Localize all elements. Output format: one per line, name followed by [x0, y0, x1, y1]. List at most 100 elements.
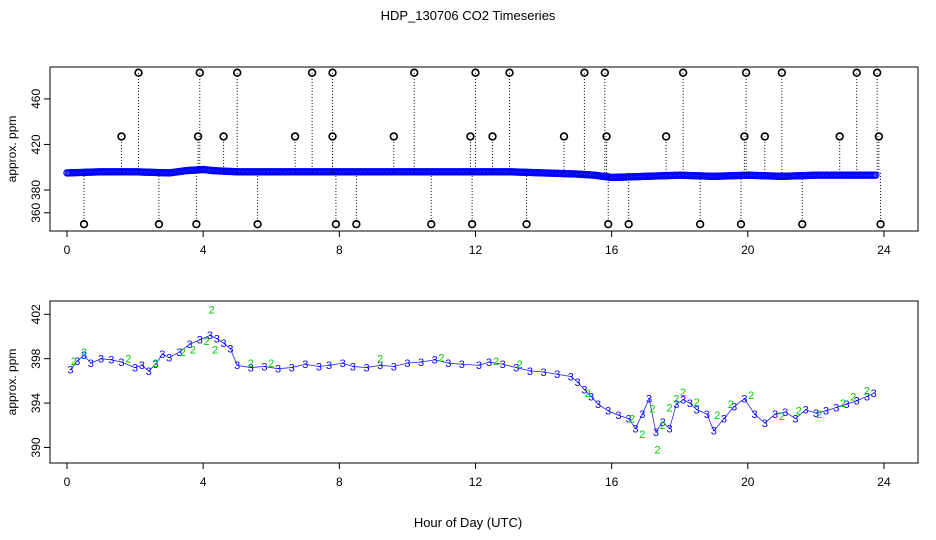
data-point-2: 2	[517, 359, 523, 371]
data-point-2: 2	[585, 388, 591, 400]
data-point-3: 3	[275, 364, 281, 376]
x-tick-label: 0	[64, 475, 71, 489]
y-tick-label: 394	[29, 393, 43, 413]
data-point-2: 2	[694, 397, 700, 409]
data-point-3: 3	[261, 361, 267, 373]
spike-point	[872, 68, 882, 77]
data-point-2: 2	[212, 345, 218, 357]
top-panel: 0 4 8 12 16 20 24 360 380 420 460 approx. ppm	[5, 66, 919, 257]
data-point-3: 3	[752, 409, 758, 421]
spike-point	[777, 68, 787, 77]
spike-point	[79, 219, 89, 229]
data-point-3: 3	[864, 391, 870, 403]
data-point-2: 2	[81, 347, 87, 359]
data-point-2: 2	[204, 336, 210, 348]
x-tick-label: 4	[200, 475, 207, 489]
y-tick-label: 390	[29, 437, 43, 457]
x-tick-label: 16	[605, 475, 619, 489]
data-point-2: 2	[248, 358, 254, 370]
data-point-3: 3	[615, 410, 621, 422]
x-tick-label: 24	[877, 243, 891, 257]
data-point-3: 3	[843, 399, 849, 411]
spike-point	[253, 219, 262, 229]
data-point-3: 3	[316, 361, 322, 373]
x-tick-label: 12	[469, 243, 483, 257]
spike-point	[331, 219, 341, 229]
x-tick-label: 20	[741, 243, 755, 257]
data-point-2: 2	[190, 345, 196, 357]
data-point-2: 2	[748, 390, 754, 402]
data-point-3: 3	[98, 354, 104, 366]
data-point-3: 3	[782, 407, 788, 419]
y-tick-label: 420	[29, 134, 43, 154]
data-point-2: 2	[377, 354, 383, 366]
data-point-2: 2	[152, 358, 158, 370]
data-point-2: 2	[796, 406, 802, 418]
y-axis-label: approx. ppm	[5, 116, 19, 183]
spike-point	[600, 68, 610, 77]
data-point-3: 3	[159, 349, 165, 361]
x-tick-label: 16	[605, 243, 619, 257]
data-point-2: 2	[209, 305, 215, 317]
data-point-3: 3	[687, 398, 693, 410]
data-point-3: 3	[350, 361, 356, 373]
spike-point	[741, 68, 751, 77]
data-point-3: 3	[823, 406, 829, 418]
spike-point	[835, 132, 844, 141]
data-point-3: 3	[221, 338, 227, 350]
data-point-3: 3	[813, 408, 819, 420]
spike-point	[427, 219, 436, 229]
data-point-3: 3	[302, 359, 308, 371]
spike-point	[233, 68, 242, 77]
data-point-3: 3	[575, 377, 581, 389]
spike-point	[559, 132, 569, 141]
x-tick-label: 8	[336, 243, 343, 257]
data-point-3: 3	[108, 355, 114, 367]
data-point-2: 2	[180, 347, 186, 359]
data-point-3: 3	[476, 360, 482, 372]
data-point-3: 3	[588, 391, 594, 403]
x-tick-label: 20	[741, 475, 755, 489]
spike-point	[760, 132, 770, 141]
spike-point	[193, 132, 203, 141]
baseline-point	[872, 171, 880, 179]
x-tick-label: 0	[64, 243, 71, 257]
data-point-3: 3	[404, 358, 410, 370]
plot-frame	[49, 66, 919, 232]
data-point-3: 3	[391, 361, 397, 373]
data-point-3: 3	[486, 357, 492, 369]
spike-point	[488, 132, 497, 141]
spike-point	[852, 68, 861, 77]
spike-point	[580, 68, 589, 77]
spike-point	[410, 68, 419, 77]
data-point-3: 3	[340, 358, 346, 370]
data-point-3: 3	[762, 418, 768, 430]
data-point-2: 2	[666, 402, 672, 414]
y-tick-label: 402	[29, 304, 43, 324]
data-point-2: 2	[680, 387, 686, 399]
data-point-3: 3	[166, 352, 172, 364]
data-point-2: 2	[850, 391, 856, 403]
data-point-3: 3	[554, 369, 560, 381]
data-point-3: 3	[711, 426, 717, 438]
data-point-3: 3	[803, 405, 809, 417]
data-point-3: 3	[673, 399, 679, 411]
spike-point	[736, 219, 746, 229]
data-point-3: 3	[432, 355, 438, 367]
data-point-2: 2	[816, 409, 822, 421]
data-point-3: 3	[377, 360, 383, 372]
data-point-3: 3	[605, 406, 611, 418]
data-point-2: 2	[660, 420, 666, 432]
data-point-3: 3	[74, 356, 80, 368]
data-point-2: 2	[268, 358, 274, 370]
data-point-3: 3	[364, 362, 370, 374]
data-point-2: 2	[655, 445, 661, 457]
data-point-2: 2	[673, 393, 679, 405]
x-tick-label: 4	[200, 243, 207, 257]
y-tick-label: 398	[29, 348, 43, 368]
spike-point	[195, 68, 204, 77]
spike-point	[471, 68, 480, 77]
data-point-3: 3	[513, 362, 519, 374]
spike-point	[661, 132, 671, 141]
